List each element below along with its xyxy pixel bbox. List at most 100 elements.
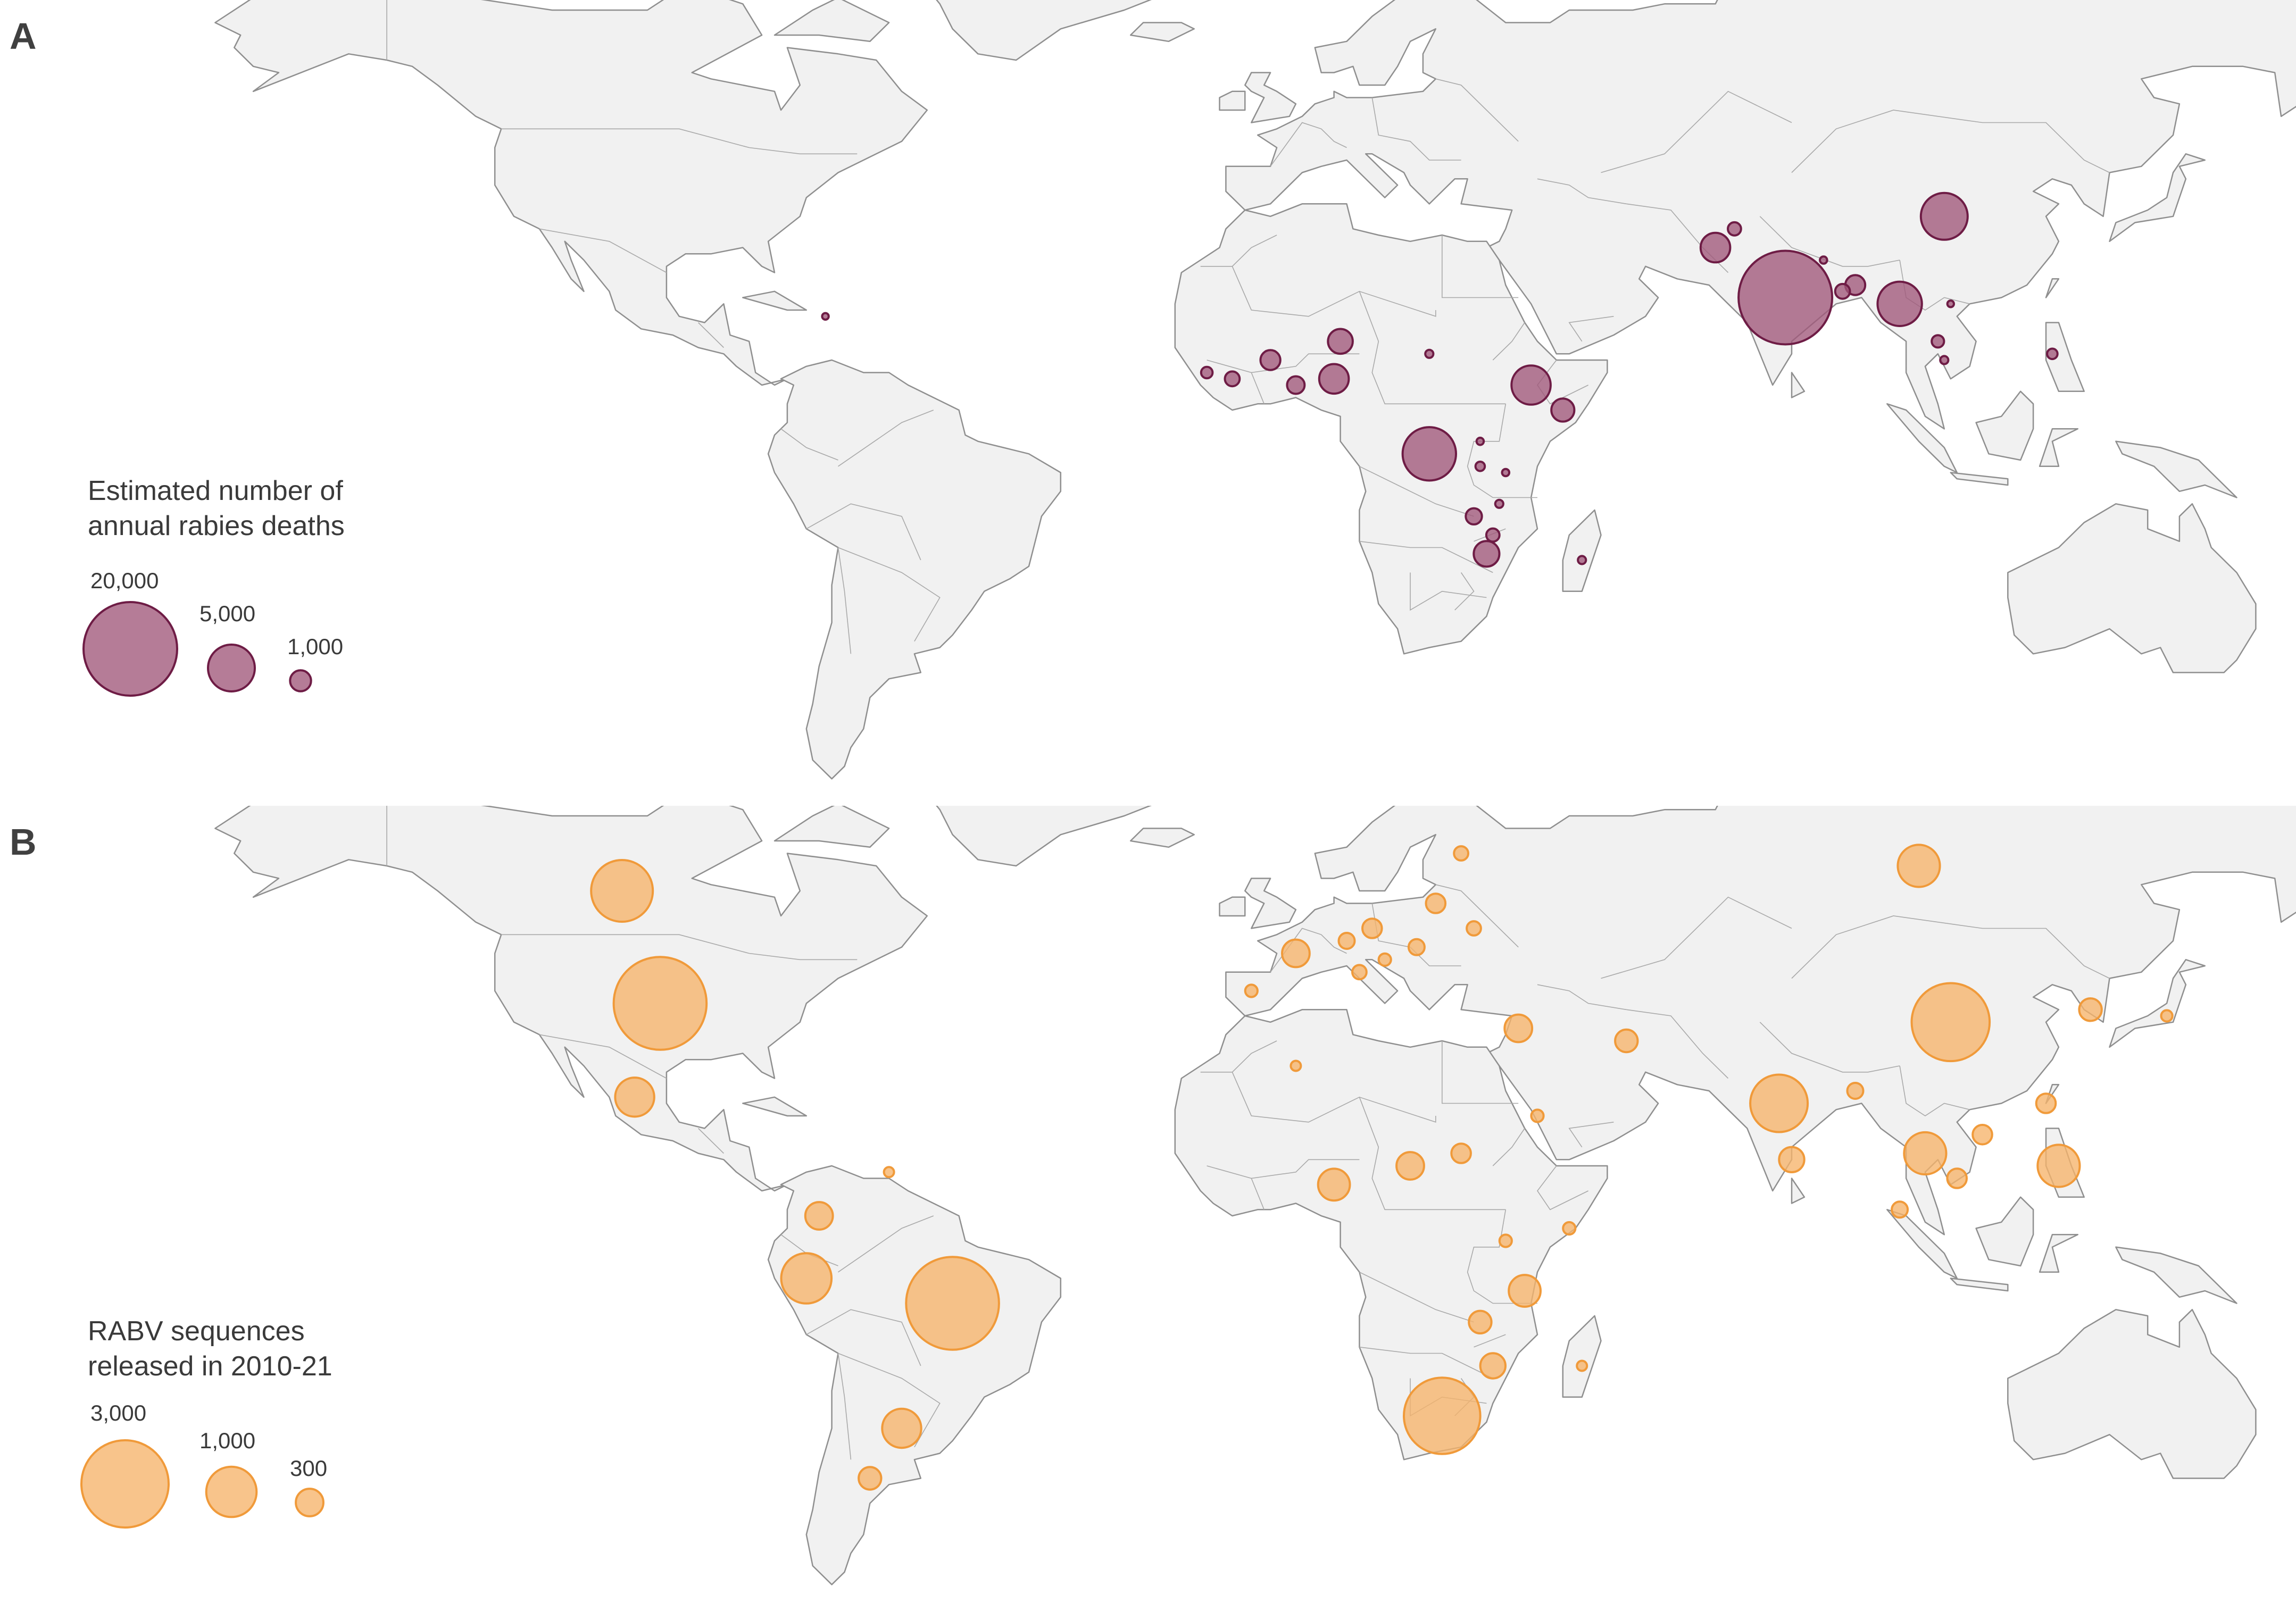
- map-bubble-b: [1498, 1233, 1513, 1248]
- country-border-a: [1759, 216, 1900, 267]
- legend-bubble-b-large: [80, 1439, 170, 1529]
- map-bubble-a: [2046, 347, 2059, 361]
- map-bubble-a: [1737, 249, 1834, 346]
- map-bubble-a: [1727, 221, 1742, 237]
- legend-bubbles-b: [80, 1439, 325, 1529]
- country-border-a: [780, 428, 838, 461]
- country-border-b: [1467, 1209, 1537, 1304]
- map-bubble-b: [858, 1466, 883, 1491]
- map-bubble-a: [1577, 555, 1587, 565]
- map-bubble-a: [821, 312, 830, 321]
- map-bubble-b: [1395, 1151, 1425, 1181]
- map-bubble-a: [1834, 282, 1851, 300]
- land-layer-a: [214, 0, 2296, 780]
- legend-title-a-line2: annual rabies deaths: [88, 511, 345, 541]
- map-bubble-b: [883, 1166, 895, 1179]
- legend-bubbles-a: [82, 601, 312, 697]
- country-border-a: [539, 228, 667, 273]
- landmass-java-a: [1950, 472, 2009, 486]
- country-border-b: [837, 1353, 852, 1460]
- country-border-b: [1442, 1041, 1519, 1104]
- legend-bubble-a-large: [82, 601, 178, 697]
- landmass-eurasia-a: [1225, 0, 2296, 430]
- map-bubble-a: [1919, 191, 1969, 241]
- country-border-b: [1474, 1334, 1506, 1348]
- landmass-australia-b: [2007, 1309, 2257, 1479]
- map-bubble-b: [1377, 952, 1392, 967]
- map-bubble-b: [1896, 844, 1941, 888]
- legend-title-a-line1: Estimated number of: [88, 475, 343, 506]
- country-border-a: [838, 547, 941, 642]
- bubble-layer-a: [821, 191, 2059, 568]
- landmass-north-america-a: [214, 0, 928, 386]
- map-bubble-b: [1403, 1376, 1482, 1455]
- landmass-japan-a: [2109, 153, 2206, 243]
- landmass-south-america-a: [767, 359, 1062, 780]
- landmass-baffin-b: [773, 806, 890, 848]
- country-border-b: [698, 1128, 724, 1154]
- landmass-ireland-a: [1219, 90, 1246, 111]
- country-border-b: [1359, 1272, 1474, 1323]
- country-border-a: [1467, 404, 1537, 498]
- landmass-britain-b: [1244, 878, 1297, 929]
- map-bubble-a: [1501, 468, 1511, 478]
- map-bubble-b: [1466, 920, 1482, 937]
- map-bubble-b: [1910, 982, 1991, 1063]
- country-border-b: [1251, 1159, 1360, 1179]
- map-bubble-b: [1468, 1309, 1493, 1334]
- legend-bubble-b-medium: [205, 1465, 258, 1518]
- world-map-a: [82, 0, 2296, 780]
- landmass-greenland-a: [936, 0, 1152, 61]
- legend-bubble-a-medium: [207, 644, 256, 692]
- country-border-a: [1359, 466, 1474, 517]
- legend-bubble-a-small: [289, 669, 312, 692]
- map-bubble-a: [1327, 328, 1354, 355]
- map-bubble-b: [1971, 1124, 1993, 1146]
- panel-b: B RABV sequences released in 2010-21 3,0…: [0, 806, 2296, 1611]
- landmass-greenland-b: [936, 806, 1152, 867]
- landmass-sri-lanka-b: [1791, 1178, 1806, 1204]
- map-bubble-b: [780, 1252, 833, 1305]
- landmass-sumatra-a: [1886, 403, 1958, 473]
- country-border-b: [539, 1034, 667, 1079]
- country-border-a: [1371, 97, 1461, 161]
- map-bubble-b: [1407, 938, 1426, 956]
- country-border-b: [838, 1215, 934, 1273]
- map-bubble-b: [1846, 1082, 1865, 1100]
- map-bubble-a: [1876, 280, 1923, 327]
- map-bubble-b: [2036, 1143, 2081, 1188]
- country-border-a: [1200, 235, 1277, 267]
- country-border-a: [1207, 360, 1265, 404]
- country-border-a: [1791, 110, 2110, 173]
- country-border-b: [1232, 1072, 1436, 1123]
- landmass-taiwan-a: [2045, 278, 2060, 298]
- land-layer-b: [214, 806, 2296, 1585]
- legend-label-a-small: 1,000: [287, 634, 344, 659]
- map-bubble-b: [1281, 938, 1311, 969]
- map-bubble-b: [1576, 1359, 1588, 1372]
- landmass-ireland-b: [1219, 896, 1246, 917]
- country-border-b: [1359, 1347, 1493, 1379]
- map-bubble-b: [1290, 1059, 1302, 1072]
- landmass-japan-b: [2109, 959, 2206, 1048]
- legend-label-a-large: 20,000: [90, 568, 159, 593]
- panel-letter-b: B: [10, 821, 37, 863]
- country-border-a: [1359, 291, 1506, 405]
- landmass-baffin-a: [773, 0, 890, 43]
- landmass-cuba-a: [742, 290, 808, 311]
- map-bubble-b: [1244, 983, 1259, 998]
- map-bubble-b: [1508, 1274, 1542, 1308]
- country-border-b: [1568, 1122, 1614, 1148]
- map-bubble-b: [804, 1201, 834, 1231]
- landmass-new-guinea-b: [2115, 1246, 2237, 1304]
- country-border-b: [1435, 884, 1519, 948]
- landmass-iceland-a: [1129, 22, 1195, 43]
- country-border-b: [1207, 1165, 1265, 1210]
- map-bubble-a: [1318, 363, 1350, 395]
- landmass-madagascar-a: [1562, 509, 1602, 592]
- map-bubble-b: [1946, 1167, 1968, 1189]
- map-bubble-b: [1317, 1167, 1351, 1202]
- map-bubble-a: [1510, 364, 1552, 406]
- map-bubble-a: [1475, 437, 1485, 446]
- map-bubble-b: [1425, 892, 1447, 914]
